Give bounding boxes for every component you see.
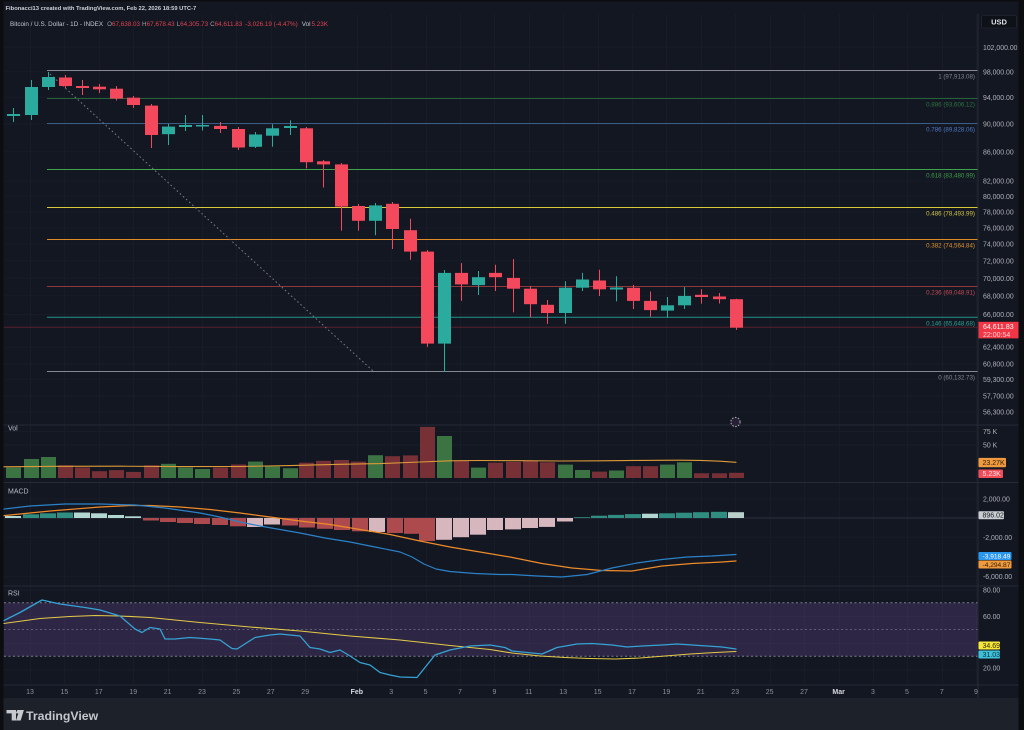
svg-text:MACD: MACD	[8, 489, 29, 496]
svg-text:0.486 (78,493.99): 0.486 (78,493.99)	[926, 211, 975, 218]
svg-text:23: 23	[731, 689, 739, 696]
svg-text:64,611.83: 64,611.83	[983, 324, 1014, 331]
svg-text:102,000.00: 102,000.00	[983, 45, 1018, 52]
svg-text:59,300.00: 59,300.00	[983, 377, 1014, 384]
svg-text:0 (60,132.73): 0 (60,132.73)	[938, 375, 975, 382]
svg-text:TradingView: TradingView	[26, 709, 99, 723]
svg-text:23: 23	[198, 689, 206, 696]
svg-text:-2,000.00: -2,000.00	[983, 535, 1012, 542]
svg-text:9: 9	[974, 689, 978, 696]
svg-text:70,000.00: 70,000.00	[983, 276, 1014, 283]
svg-text:74,000.00: 74,000.00	[983, 242, 1014, 249]
svg-text:-3,918.49: -3,918.49	[983, 553, 1011, 560]
svg-text:Mar: Mar	[832, 689, 845, 696]
svg-text:13: 13	[26, 689, 34, 696]
svg-text:17: 17	[95, 689, 103, 696]
svg-text:21: 21	[697, 689, 705, 696]
svg-text:0.786 (89,828.06): 0.786 (89,828.06)	[926, 127, 975, 134]
svg-text:76,000.00: 76,000.00	[983, 225, 1014, 232]
svg-text:Vol: Vol	[8, 426, 18, 433]
svg-text:80,000.00: 80,000.00	[983, 194, 1014, 201]
svg-text:20.00: 20.00	[983, 666, 1000, 673]
svg-text:80.00: 80.00	[983, 588, 1000, 595]
svg-text:-6,000.00: -6,000.00	[983, 574, 1012, 581]
svg-text:82,000.00: 82,000.00	[983, 179, 1014, 186]
svg-text:57,700.00: 57,700.00	[983, 394, 1014, 401]
svg-text:19: 19	[663, 689, 671, 696]
svg-text:5.23K: 5.23K	[983, 471, 1002, 478]
svg-text:56,300.00: 56,300.00	[983, 410, 1014, 417]
svg-text:-4,294.87: -4,294.87	[983, 562, 1011, 569]
svg-text:Feb: Feb	[351, 689, 363, 696]
svg-text:62,400.00: 62,400.00	[983, 345, 1014, 352]
svg-text:22:00:54: 22:00:54	[983, 332, 1010, 339]
svg-text:1 (97,913.08): 1 (97,913.08)	[938, 74, 975, 81]
svg-text:15: 15	[594, 689, 602, 696]
svg-text:60,800.00: 60,800.00	[983, 362, 1014, 369]
svg-text:0.236 (69,048.91): 0.236 (69,048.91)	[926, 290, 975, 297]
svg-text:5: 5	[905, 689, 909, 696]
svg-text:21: 21	[164, 689, 172, 696]
svg-text:0.146 (65,648.68): 0.146 (65,648.68)	[926, 320, 975, 327]
svg-text:15: 15	[61, 689, 69, 696]
svg-text:5: 5	[424, 689, 428, 696]
svg-text:3: 3	[389, 689, 393, 696]
svg-text:50 K: 50 K	[983, 443, 998, 450]
svg-text:7: 7	[458, 689, 462, 696]
svg-text:98,000.00: 98,000.00	[983, 69, 1014, 76]
svg-text:RSI: RSI	[8, 591, 20, 598]
svg-text:896.02: 896.02	[983, 513, 1005, 520]
svg-text:USD: USD	[991, 17, 1007, 26]
svg-text:31.03: 31.03	[983, 652, 1001, 659]
svg-text:0.886 (93,606.12): 0.886 (93,606.12)	[926, 102, 975, 109]
svg-text:78,000.00: 78,000.00	[983, 209, 1014, 216]
svg-text:66,000.00: 66,000.00	[983, 312, 1014, 319]
svg-text:2,000.00: 2,000.00	[983, 496, 1010, 503]
svg-text:27: 27	[267, 689, 275, 696]
svg-text:90,000.00: 90,000.00	[983, 122, 1014, 129]
svg-text:3: 3	[871, 689, 875, 696]
svg-text:9: 9	[492, 689, 496, 696]
svg-text:23.27K: 23.27K	[983, 460, 1006, 467]
svg-text:75 K: 75 K	[983, 429, 998, 436]
svg-text:Bitcoin / U.S. Dollar - 1D - I: Bitcoin / U.S. Dollar - 1D - INDEX O67,63…	[10, 21, 329, 28]
svg-text:Fibonacci13 created with Tradi: Fibonacci13 created with TradingView.com…	[6, 6, 197, 12]
svg-text:13: 13	[559, 689, 567, 696]
svg-text:25: 25	[233, 689, 241, 696]
svg-text:11: 11	[525, 689, 532, 696]
svg-text:19: 19	[129, 689, 137, 696]
svg-text:94,000.00: 94,000.00	[983, 95, 1014, 102]
svg-text:72,000.00: 72,000.00	[983, 259, 1014, 266]
svg-text:60.00: 60.00	[983, 614, 1000, 621]
svg-text:17: 17	[628, 689, 636, 696]
svg-text:25: 25	[766, 689, 774, 696]
svg-text:29: 29	[301, 689, 309, 696]
svg-text:0.382 (74,564.84): 0.382 (74,564.84)	[926, 243, 975, 250]
svg-text:27: 27	[800, 689, 808, 696]
svg-text:68,000.00: 68,000.00	[983, 294, 1014, 301]
svg-text:86,000.00: 86,000.00	[983, 150, 1014, 157]
svg-text:34.69: 34.69	[983, 643, 1001, 650]
svg-text:0.618 (83,480.99): 0.618 (83,480.99)	[926, 173, 975, 180]
svg-text:7: 7	[940, 689, 944, 696]
